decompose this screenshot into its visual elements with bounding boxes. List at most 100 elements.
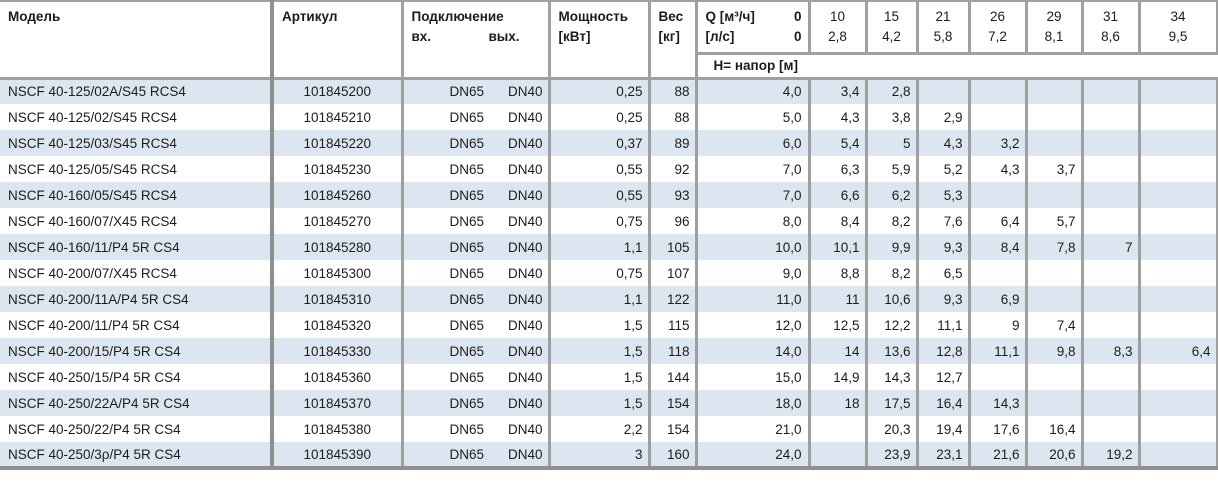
head-cell-q4: 6,9 <box>969 286 1028 312</box>
inlet-cell: DN65 <box>402 234 489 260</box>
weight-cell: 105 <box>649 234 698 260</box>
model-cell: NSCF 40-200/11A/P4 5R CS4 <box>0 286 274 312</box>
power-cell: 1,1 <box>549 234 651 260</box>
head-cell-q1: 5,4 <box>809 130 868 156</box>
head-cell-q7 <box>1139 78 1218 104</box>
power-cell: 0,55 <box>549 156 651 182</box>
power-cell: 1,5 <box>549 312 651 338</box>
model-cell: NSCF 40-125/05/S45 RCS4 <box>0 156 274 182</box>
flow-ls-zero: 0 <box>794 29 802 44</box>
weight-cell: 115 <box>649 312 698 338</box>
head-cell-q6 <box>1082 104 1141 130</box>
head-cell-q3: 9,3 <box>917 234 971 260</box>
head-cell-q1: 14,9 <box>809 364 868 390</box>
head-cell-q1: 18 <box>809 390 868 416</box>
table-row: NSCF 40-160/05/S45 RCS4 101845260 DN65 DN40… <box>0 182 1218 208</box>
head-cell-q2: 13,6 <box>866 338 919 364</box>
head-cell-q5: 5,7 <box>1026 208 1084 234</box>
head-cell-q5: 7,8 <box>1026 234 1084 260</box>
sku-cell: 101845310 <box>272 286 404 312</box>
head-cell-q0: 24,0 <box>696 442 811 468</box>
table-row: NSCF 40-250/22A/P4 5R CS4 101845370 DN65 DN… <box>0 390 1218 416</box>
pump-spec-table: Модель Артикул Подключение вх. вых. Мощн… <box>0 0 1218 470</box>
column-header-model-label: Модель <box>8 9 61 24</box>
head-cell-q0: 15,0 <box>696 364 811 390</box>
sku-cell: 101845330 <box>272 338 404 364</box>
head-cell-q4: 6,4 <box>969 208 1028 234</box>
column-header-outlet: вых. <box>488 29 520 44</box>
head-cell-q3 <box>917 78 971 104</box>
power-cell: 1,5 <box>549 364 651 390</box>
sku-cell: 101845210 <box>272 104 404 130</box>
head-cell-q7: 6,4 <box>1139 338 1218 364</box>
head-cell-q7 <box>1139 364 1218 390</box>
head-cell-q5: 20,6 <box>1026 442 1084 468</box>
connection-subheaders: вх. вых. <box>404 27 547 47</box>
head-cell-q1: 6,6 <box>809 182 868 208</box>
head-cell-q0: 21,0 <box>696 416 811 442</box>
head-cell-q3: 16,4 <box>917 390 971 416</box>
model-cell: NSCF 40-160/11/P4 5R CS4 <box>0 234 274 260</box>
flow-m3h-zero: 0 <box>794 9 802 24</box>
flow-ls-value: 2,8 <box>828 29 847 44</box>
head-cell-q5 <box>1026 130 1084 156</box>
column-header-power: Мощность [кВт] <box>549 1 651 80</box>
head-cell-q4: 14,3 <box>969 390 1028 416</box>
column-header-power-line1: Мощность <box>558 9 629 24</box>
flow-m3h-value: 29 <box>1046 9 1062 24</box>
head-cell-q4 <box>969 260 1028 286</box>
sku-cell: 101845200 <box>272 78 404 104</box>
outlet-cell: DN40 <box>489 286 551 312</box>
weight-cell: 92 <box>649 156 698 182</box>
sku-cell: 101845390 <box>272 442 404 468</box>
weight-cell: 88 <box>649 78 698 104</box>
head-cell-q0: 5,0 <box>696 104 811 130</box>
column-header-connection-label: Подключение <box>411 9 504 24</box>
head-cell-q2: 5 <box>866 130 919 156</box>
model-cell: NSCF 40-250/22/P4 5R CS4 <box>0 416 274 442</box>
head-cell-q4 <box>969 104 1028 130</box>
head-cell-q2: 3,8 <box>866 104 919 130</box>
head-cell-q2: 5,9 <box>866 156 919 182</box>
column-header-weight-line1: Вес <box>658 9 684 24</box>
head-cell-q2: 6,2 <box>866 182 919 208</box>
column-header-power-line2: [кВт] <box>558 29 591 44</box>
head-cell-q1: 11 <box>809 286 868 312</box>
head-cell-q6 <box>1082 130 1141 156</box>
column-header-flow-21: 21 5,8 <box>917 1 971 55</box>
head-cell-q4 <box>969 78 1028 104</box>
power-cell: 1,5 <box>549 390 651 416</box>
column-header-flow-31: 31 8,6 <box>1082 1 1141 55</box>
head-cell-q1: 6,3 <box>809 156 868 182</box>
sku-cell: 101845230 <box>272 156 404 182</box>
flow-ls-value: 8,1 <box>1044 29 1064 44</box>
head-cell-q5: 16,4 <box>1026 416 1084 442</box>
inlet-cell: DN65 <box>449 317 484 333</box>
flow-ls-value: 8,6 <box>1101 29 1120 44</box>
flow-ls-label: [л/с] <box>705 29 735 44</box>
model-cell: NSCF 40-125/02/S45 RCS4 <box>0 104 274 130</box>
outlet-cell: DN40 <box>489 416 551 442</box>
power-cell: 1,1 <box>549 286 651 312</box>
column-header-weight: Вес [кг] <box>649 1 698 80</box>
head-cell-q1: 3,4 <box>809 78 868 104</box>
table-row: NSCF 40-160/11/P4 5R CS4 101845280 DN65 DN4… <box>0 234 1218 260</box>
inlet-cell: DN65 <box>449 265 484 281</box>
head-cell-q5 <box>1026 182 1084 208</box>
head-cell-q4: 21,6 <box>969 442 1028 468</box>
column-header-sku-label: Артикул <box>282 9 338 24</box>
table-row: NSCF 40-200/11/P4 5R CS4 101845320 DN65 DN4… <box>0 312 1218 338</box>
head-cell-q3: 7,6 <box>917 208 971 234</box>
sku-cell: 101845370 <box>272 390 404 416</box>
outlet-cell: DN40 <box>489 260 551 286</box>
head-cell-q0: 18,0 <box>696 390 811 416</box>
head-cell-q2: 8,2 <box>866 208 919 234</box>
weight-cell: 96 <box>649 208 698 234</box>
head-cell-q6 <box>1082 208 1141 234</box>
table-row: NSCF 40-200/15/P4 5R CS4 101845330 DN65 DN4… <box>0 338 1218 364</box>
inlet-cell: DN65 <box>449 213 484 229</box>
head-cell-q4: 8,4 <box>969 234 1028 260</box>
model-cell: NSCF 40-160/05/S45 RCS4 <box>0 182 274 208</box>
table-row: NSCF 40-250/22/P4 5R CS4 101845380 DN65 DN4… <box>0 416 1218 442</box>
column-header-flow-29: 29 8,1 <box>1026 1 1084 55</box>
